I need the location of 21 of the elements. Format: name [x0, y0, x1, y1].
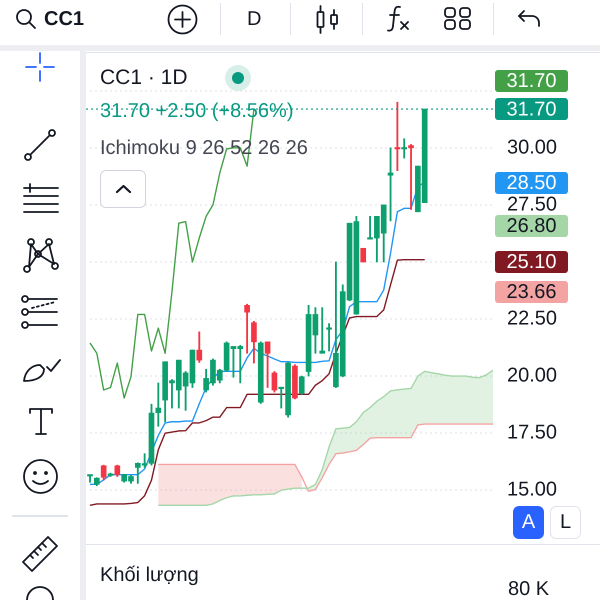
- text: D: [247, 7, 262, 31]
- text: 80 K: [508, 577, 550, 600]
- candlestick: [87, 474, 93, 483]
- a-button: A: [513, 506, 544, 539]
- text: CC1 · 1D: [100, 65, 188, 90]
- text: 31.70 +2.50 (+8.56%): [100, 99, 294, 123]
- y-tick-label: 17.50: [507, 422, 558, 444]
- y-tick-label: 15.00: [507, 478, 558, 501]
- price-tag: 25.10: [495, 251, 568, 273]
- text: Khối lượng: [100, 563, 199, 587]
- y-tick-label: 27.50: [507, 193, 558, 216]
- ref-line-label: 31.70: [506, 98, 557, 121]
- y-tick-label: 20.00: [507, 364, 558, 387]
- price-tag: 26.80: [495, 215, 568, 237]
- price-tag: 31.70: [495, 70, 568, 92]
- price-tag: 23.66: [495, 281, 568, 303]
- y-tick-label: 30.00: [507, 136, 558, 158]
- price-tag: 28.50: [495, 172, 568, 194]
- search-field: CC1: [13, 6, 91, 33]
- l-button: L: [550, 506, 581, 539]
- y-tick-label: 22.50: [507, 308, 558, 330]
